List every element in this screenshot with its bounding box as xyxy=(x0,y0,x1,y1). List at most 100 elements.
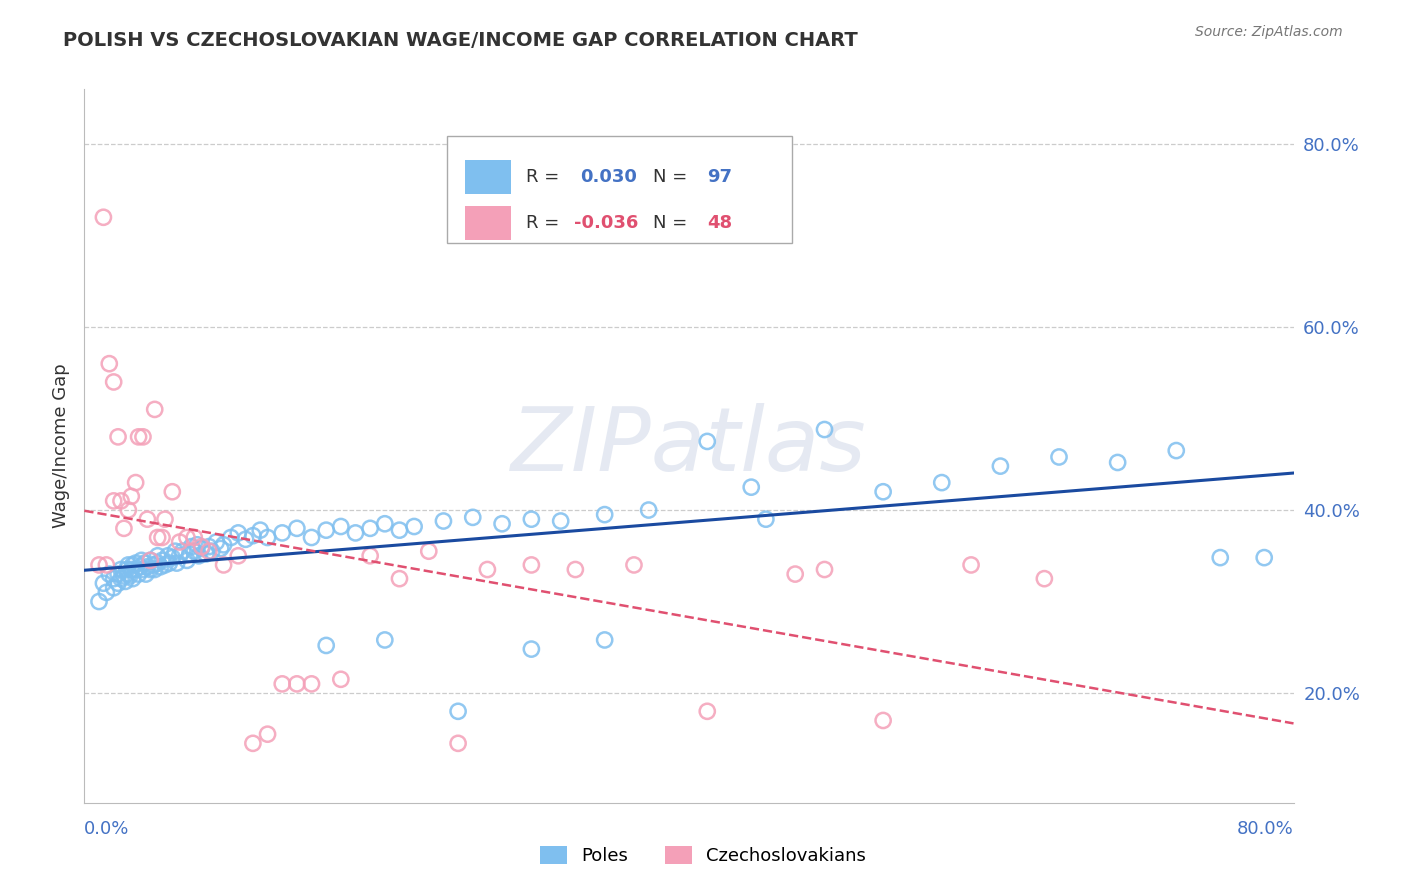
Point xyxy=(87,558,110,572)
Point xyxy=(359,549,381,563)
Point xyxy=(139,553,162,567)
Point xyxy=(117,558,139,572)
Point xyxy=(285,677,308,691)
Point xyxy=(139,553,162,567)
Point xyxy=(1253,550,1275,565)
Text: 0.0%: 0.0% xyxy=(84,820,129,838)
Point xyxy=(990,459,1012,474)
Point xyxy=(872,484,894,499)
Point xyxy=(285,521,308,535)
Point xyxy=(124,475,146,490)
Point xyxy=(110,572,132,586)
Point xyxy=(256,531,278,545)
Point xyxy=(195,547,218,561)
Point xyxy=(114,574,136,589)
Point xyxy=(271,525,294,540)
Point xyxy=(112,569,135,583)
Text: R =: R = xyxy=(526,214,565,232)
Point xyxy=(226,525,249,540)
Bar xyxy=(465,206,512,240)
Point xyxy=(418,544,440,558)
Point xyxy=(447,736,470,750)
Point xyxy=(93,576,115,591)
Point xyxy=(447,704,470,718)
Point xyxy=(190,541,212,556)
Point xyxy=(146,531,169,545)
Point xyxy=(136,512,159,526)
Point xyxy=(134,556,156,570)
Point xyxy=(696,704,718,718)
Point xyxy=(153,512,176,526)
Point xyxy=(98,567,121,582)
Point xyxy=(550,514,572,528)
Point xyxy=(740,480,762,494)
Point xyxy=(520,558,543,572)
Point xyxy=(461,510,484,524)
Point xyxy=(172,544,194,558)
Point xyxy=(110,494,132,508)
Point xyxy=(209,541,232,556)
Point xyxy=(107,576,129,591)
Text: 0.030: 0.030 xyxy=(581,168,637,186)
Point xyxy=(153,558,176,572)
Point xyxy=(112,521,135,535)
Text: N =: N = xyxy=(652,168,693,186)
Point xyxy=(249,523,271,537)
Point xyxy=(388,523,411,537)
Point xyxy=(128,567,150,582)
Point xyxy=(1047,450,1070,464)
Point xyxy=(135,567,157,582)
Point xyxy=(150,553,173,567)
Point xyxy=(169,535,191,549)
Point xyxy=(235,533,257,547)
Text: R =: R = xyxy=(526,168,565,186)
Point xyxy=(432,514,454,528)
Point xyxy=(219,531,242,545)
Point xyxy=(103,494,125,508)
Point xyxy=(201,544,224,558)
Point xyxy=(344,525,367,540)
Point xyxy=(120,562,142,576)
Point xyxy=(359,521,381,535)
Point xyxy=(96,558,118,572)
Point xyxy=(198,540,221,554)
Point xyxy=(107,430,129,444)
Point xyxy=(242,529,264,543)
Point xyxy=(212,558,235,572)
Point xyxy=(117,567,139,582)
Point xyxy=(98,357,121,371)
Point xyxy=(755,512,778,526)
Point xyxy=(183,531,205,545)
Point xyxy=(180,540,202,554)
Point xyxy=(1107,455,1129,469)
Point xyxy=(593,632,616,647)
Point xyxy=(1033,572,1056,586)
Point xyxy=(520,512,543,526)
Point xyxy=(186,538,208,552)
Point xyxy=(696,434,718,449)
Point xyxy=(146,556,169,570)
Point xyxy=(162,550,184,565)
Point xyxy=(176,553,198,567)
Point xyxy=(117,503,139,517)
Point xyxy=(129,559,152,574)
Text: Source: ZipAtlas.com: Source: ZipAtlas.com xyxy=(1195,25,1343,39)
Point xyxy=(131,553,153,567)
Point xyxy=(128,430,150,444)
Point xyxy=(315,639,337,653)
Point xyxy=(623,558,645,572)
Point xyxy=(960,558,983,572)
Point xyxy=(593,508,616,522)
Bar xyxy=(465,160,512,194)
Point xyxy=(143,562,166,576)
Point xyxy=(187,549,209,563)
Point xyxy=(96,585,118,599)
Point xyxy=(157,556,180,570)
Point xyxy=(637,503,659,517)
Point xyxy=(136,559,159,574)
Point xyxy=(212,538,235,552)
Legend: Poles, Czechoslovakians: Poles, Czechoslovakians xyxy=(531,837,875,874)
Point xyxy=(156,549,179,563)
Point xyxy=(388,572,411,586)
Point xyxy=(785,567,807,582)
